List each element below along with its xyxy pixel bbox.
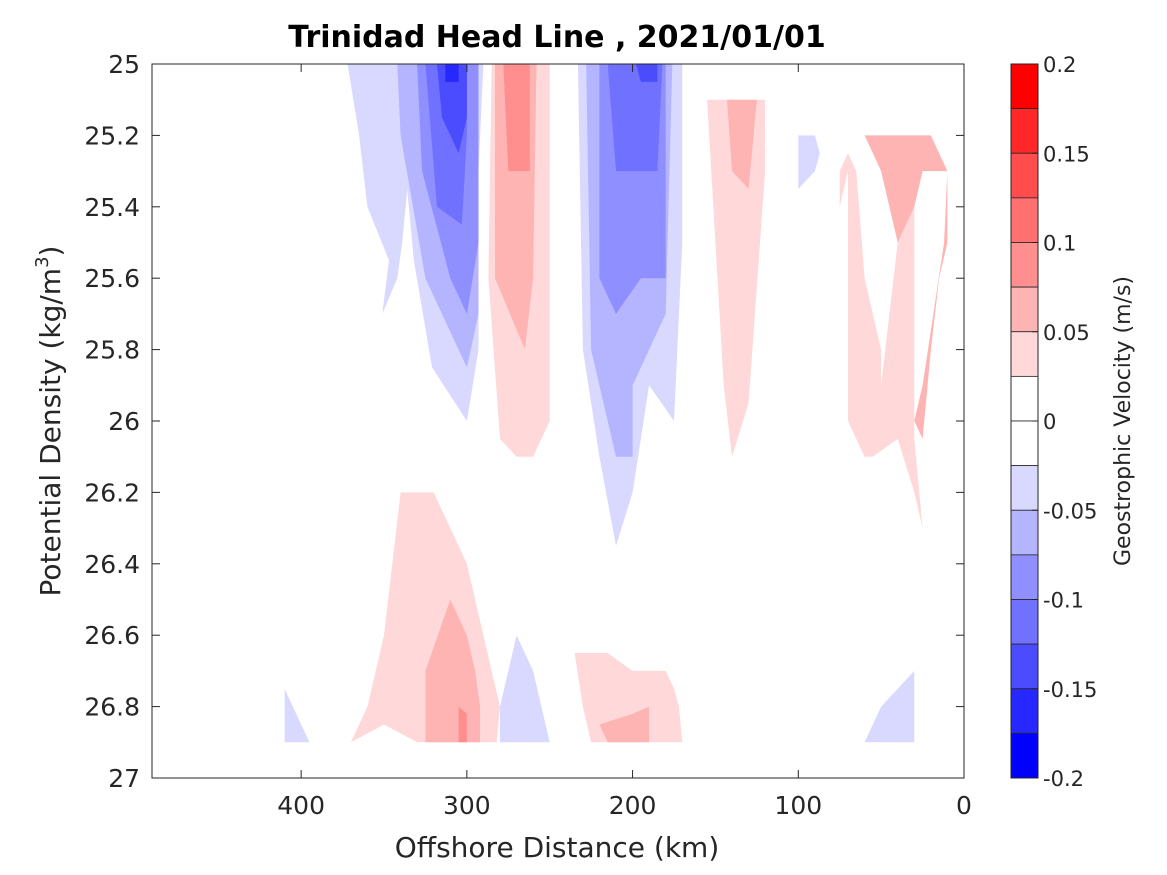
x-tick-label: 0 (956, 791, 972, 820)
y-tick-label: 26 (108, 407, 140, 436)
contour-r-ring2-i (599, 706, 650, 743)
contour-r-ring2-d (727, 99, 757, 189)
y-tick-label: 26.6 (84, 621, 140, 650)
colorbar-tick-label: -0.2 (1043, 767, 1084, 791)
colorbar-tick-label: -0.15 (1043, 678, 1097, 702)
x-axis-label: Offshore Distance (km) (395, 831, 720, 864)
contour-r-band-f (839, 153, 923, 529)
colorbar-tick-label: 0.15 (1043, 142, 1090, 166)
x-tick-label: 300 (443, 791, 491, 820)
y-tick-label: 26.4 (84, 550, 140, 579)
contour-r-ring3-g (458, 706, 467, 743)
y-tick-label: 25.2 (84, 121, 140, 150)
colorbar-tick-label: -0.1 (1043, 589, 1084, 613)
contour-r-ring3-b (503, 64, 530, 172)
colorbar-label: Geostrophic Velocity (m/s) (1111, 276, 1136, 566)
y-tick-labels: 25 25.2 25.4 25.6 25.8 26 26.2 26.4 26.6 26.8 27 (84, 50, 140, 793)
colorbar-tick-label: -0.05 (1043, 499, 1097, 523)
contour-r-ring2-f (848, 135, 948, 439)
y-tick-label: 26.2 (84, 478, 140, 507)
plot-area (152, 64, 964, 778)
contour-r-band-i (574, 653, 683, 743)
colorbar-level (1010, 732, 1039, 779)
y-tick-label: 25.4 (84, 193, 140, 222)
contour-b-ring5-c (635, 64, 658, 82)
contour-b-small-j (284, 688, 310, 743)
contour-b-small-k (864, 670, 915, 743)
y-axis-label-superscript: 3 (32, 256, 53, 267)
y-tick-label: 26.8 (84, 693, 140, 722)
y-tick-label: 25.6 (84, 264, 140, 293)
contour-b-small-e (798, 135, 820, 189)
contour-b-ring5-a (437, 64, 467, 154)
colorbar-level (1010, 643, 1039, 690)
x-tick-label: 400 (277, 791, 325, 820)
y-tick-label: 27 (108, 764, 140, 793)
colorbar-tick-label: 0.05 (1043, 321, 1090, 345)
y-axis-label: Potential Density (kg/m3) (32, 246, 67, 597)
colorbar (1010, 63, 1039, 779)
colorbar-level (1010, 331, 1039, 377)
colorbar-tick-label: 0.1 (1043, 232, 1076, 256)
colorbar-level (1010, 420, 1039, 467)
colorbar-level (1010, 108, 1039, 154)
contour-r-ring2-g (425, 599, 481, 743)
colorbar-tick-labels: 0.2 0.15 0.1 0.05 0 -0.05 -0.1 -0.15 -0.2 (1043, 53, 1097, 791)
contour-r-band-d (707, 99, 766, 457)
y-tick-label: 25.8 (84, 336, 140, 365)
colorbar-level (1010, 286, 1039, 333)
colorbar-tick-label: 0.2 (1043, 53, 1076, 77)
colorbar-level (1010, 197, 1039, 243)
colorbar-level (1010, 554, 1039, 600)
colorbar-ticks (1032, 63, 1038, 779)
y-axis-label-main: Potential Density (kg/m (34, 268, 67, 597)
x-tick-label: 100 (774, 791, 822, 820)
colorbar-level (1010, 63, 1039, 110)
colorbar-level (1010, 152, 1039, 199)
chart-title: Trinidad Head Line , 2021/01/01 (288, 20, 825, 55)
y-tick-label: 25 (108, 50, 140, 79)
contour-b-ring4-c (607, 64, 663, 172)
colorbar-level (1010, 599, 1039, 645)
contour-regions (284, 64, 948, 743)
x-tick-labels: 400 300 200 100 0 (277, 791, 972, 820)
colorbar-level (1010, 688, 1039, 734)
colorbar-level (1010, 509, 1039, 556)
contour-b-ring6-a (445, 64, 459, 82)
colorbar-level (1010, 465, 1039, 511)
x-tick-label: 200 (609, 791, 657, 820)
axis-ticks (152, 63, 965, 779)
y-axis-label-end: ) (34, 246, 67, 257)
contour-b-small-h (500, 635, 550, 743)
colorbar-level (1010, 242, 1039, 288)
colorbar-level (1010, 375, 1039, 422)
colorbar-tick-label: 0 (1043, 410, 1056, 434)
